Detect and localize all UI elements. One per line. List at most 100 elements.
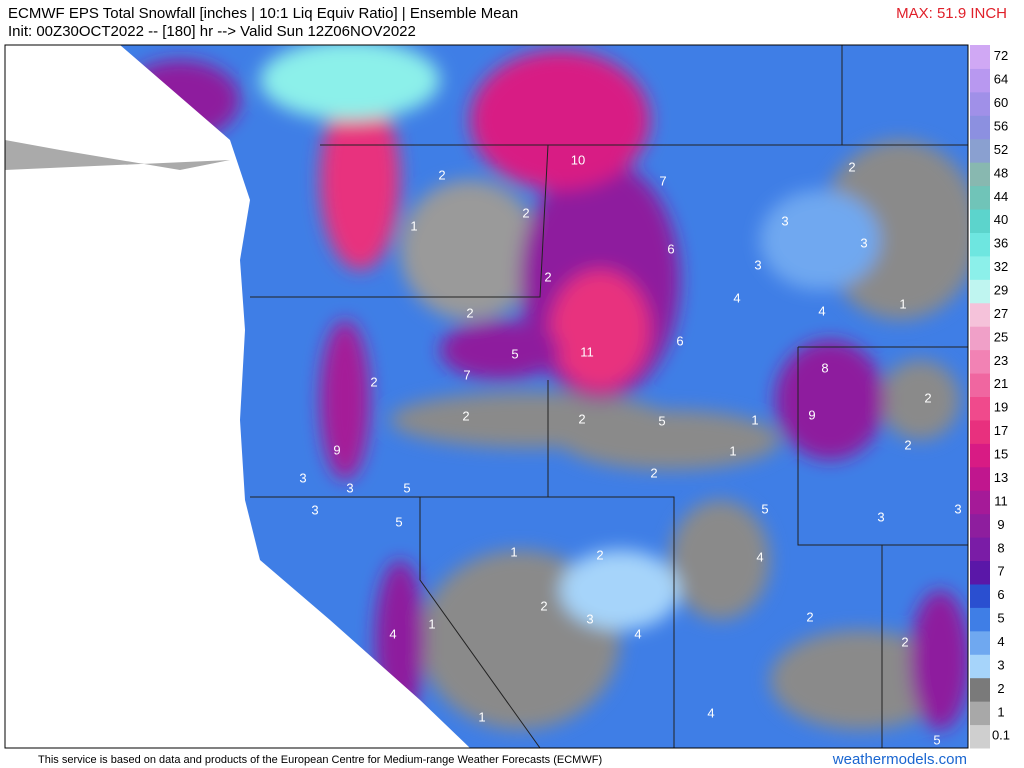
contour-label: 3 — [299, 470, 306, 485]
colorbar-label: 9 — [997, 517, 1004, 532]
colorbar-swatch — [970, 115, 990, 140]
colorbar-swatch — [970, 701, 990, 726]
contour-label: 5 — [658, 413, 665, 428]
contour-label: 2 — [540, 598, 547, 613]
contour-label: 4 — [707, 705, 714, 720]
contour-label: 2 — [466, 305, 473, 320]
contour-label: 10 — [571, 152, 585, 167]
colorbar-swatch — [970, 490, 990, 515]
colorbar-swatch — [970, 209, 990, 233]
contour-label: 7 — [659, 173, 666, 188]
contour-label: 2 — [904, 437, 911, 452]
contour-label: 1 — [428, 616, 435, 631]
colorbar-swatch — [970, 349, 990, 374]
contour-label: 2 — [650, 465, 657, 480]
contour-label: 1 — [729, 443, 736, 458]
contour-label: 1 — [410, 218, 417, 233]
colorbar-label: 7 — [997, 564, 1004, 579]
colorbar-swatch — [970, 583, 990, 608]
colorbar-label: 5 — [997, 611, 1004, 626]
boundaries — [250, 45, 968, 748]
contour-label: 7 — [463, 367, 470, 382]
colorbar-swatch — [970, 419, 990, 444]
contour-label: 2 — [522, 205, 529, 220]
contour-label: 4 — [733, 290, 740, 305]
contour-label: 3 — [346, 480, 353, 495]
colorbar-swatch — [970, 255, 990, 280]
contour-label: 6 — [667, 241, 674, 256]
colorbar-label: 27 — [994, 306, 1008, 321]
contour-label: 1 — [751, 412, 758, 427]
colorbar-swatch — [970, 396, 990, 421]
colorbar-swatch — [970, 513, 990, 538]
colorbar-swatch — [970, 443, 990, 468]
contour-label: 1 — [899, 296, 906, 311]
colorbar-label: 13 — [994, 470, 1008, 485]
colorbar-swatch — [970, 560, 990, 585]
colorbar-label: 72 — [994, 48, 1008, 63]
title: ECMWF EPS Total Snowfall [inches | 10:1 … — [8, 5, 518, 22]
contour-label: 2 — [924, 390, 931, 405]
contour-label: 5 — [403, 480, 410, 495]
colorbar-label: 60 — [994, 95, 1008, 110]
colorbar-label: 4 — [997, 634, 1004, 649]
colorbar-swatch — [970, 373, 990, 397]
colorbar-swatch — [970, 91, 990, 116]
colorbar-label: 25 — [994, 329, 1008, 344]
contour-label: 2 — [806, 609, 813, 624]
contour-label: 1 — [478, 709, 485, 724]
colorbar-label: 2 — [997, 681, 1004, 696]
colorbar-label: 52 — [994, 142, 1008, 157]
colorbar-label: 21 — [994, 376, 1008, 391]
colorbar-swatch — [970, 45, 990, 69]
colorbar-swatch — [970, 185, 990, 210]
contour-label: 3 — [781, 213, 788, 228]
colorbar-swatch — [970, 232, 990, 257]
colorbar-swatch — [970, 68, 990, 93]
contour-label: 3 — [586, 611, 593, 626]
contour-label: 6 — [676, 333, 683, 348]
contour-label: 2 — [438, 167, 445, 182]
colorbar-swatch — [970, 677, 990, 702]
colorbar-label: 19 — [994, 400, 1008, 415]
site-link[interactable]: weathermodels.com — [832, 751, 967, 768]
contour-label: 9 — [808, 407, 815, 422]
map — [5, 45, 968, 748]
colorbar-label: 6 — [997, 587, 1004, 602]
contour-label: 3 — [877, 509, 884, 524]
contour-label: 3 — [754, 257, 761, 272]
contour-label: 3 — [954, 501, 961, 516]
colorbar-label: 40 — [994, 212, 1008, 227]
colorbar-label: 1 — [997, 704, 1004, 719]
contour-label: 1 — [510, 544, 517, 559]
contour-label: 2 — [848, 159, 855, 174]
contour-label: 9 — [333, 442, 340, 457]
colorbar-label: 15 — [994, 447, 1008, 462]
contour-label: 3 — [860, 235, 867, 250]
colorbar-label: 29 — [994, 282, 1008, 297]
colorbar-label: 8 — [997, 540, 1004, 555]
contour-label: 5 — [761, 501, 768, 516]
colorbar-label: 48 — [994, 165, 1008, 180]
colorbar-swatch — [970, 138, 990, 163]
contour-label: 3 — [311, 502, 318, 517]
colorbar-swatch — [970, 537, 990, 562]
contour-label: 4 — [634, 626, 641, 641]
map-frame — [4, 44, 969, 749]
colorbar-swatch — [970, 302, 990, 327]
contour-label: 4 — [389, 626, 396, 641]
colorbar-swatch — [970, 654, 990, 679]
colorbar-label: 11 — [994, 493, 1008, 508]
colorbar-swatch — [970, 630, 990, 655]
contour-label: 11 — [580, 344, 594, 359]
colorbar-swatch — [970, 724, 990, 749]
colorbar-label: 23 — [994, 353, 1008, 368]
subtitle: Init: 00Z30OCT2022 -- [180] hr --> Valid… — [8, 23, 416, 40]
colorbar-label: 0.1 — [992, 728, 1010, 743]
contour-label: 8 — [821, 360, 828, 375]
colorbar-label: 36 — [994, 236, 1008, 251]
contour-label: 5 — [933, 732, 940, 747]
contour-label: 2 — [578, 411, 585, 426]
colorbar: 0.11234567891113151719212325272932364044… — [970, 45, 1010, 749]
